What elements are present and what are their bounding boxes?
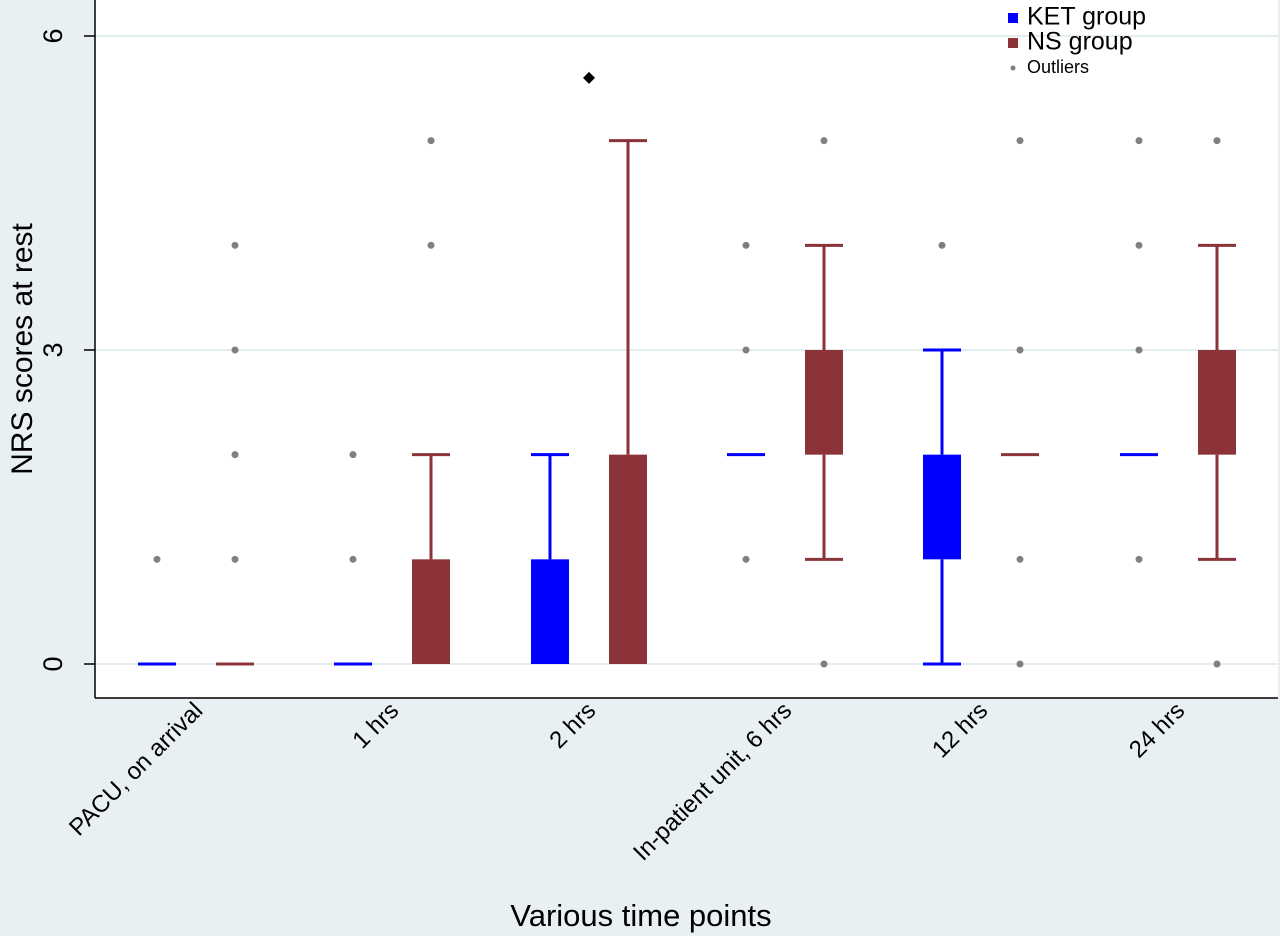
y-tick-label: 0 <box>38 656 68 671</box>
legend-outlier-dot <box>1010 65 1016 71</box>
outlier-point <box>1135 555 1143 563</box>
iqr-box <box>412 559 450 664</box>
x-tick-label: In-patient unit, 6 hrs <box>628 697 797 866</box>
iqr-box <box>609 454 647 664</box>
iqr-box <box>1198 349 1236 455</box>
box-ns <box>805 137 843 668</box>
x-tick-label: 2 hrs <box>544 697 601 754</box>
outlier-point <box>349 451 357 459</box>
x-tick-label: 1 hrs <box>347 697 404 754</box>
outlier-point <box>427 137 435 145</box>
outlier-point <box>231 451 239 459</box>
box-ket <box>334 451 372 666</box>
outlier-point <box>1135 346 1143 354</box>
box-ns <box>216 241 254 666</box>
outlier-point <box>231 555 239 563</box>
diamond-marker <box>583 71 595 84</box>
x-tick-label: PACU, on arrival <box>64 697 208 841</box>
outlier-point <box>1016 555 1024 563</box>
x-axis-label: Various time points <box>510 898 771 933</box>
outlier-point <box>1135 137 1143 145</box>
box-ket <box>531 453 569 664</box>
gridlines <box>95 34 1278 665</box>
x-tick-label: 12 hrs <box>927 697 993 763</box>
outlier-point <box>1213 660 1221 668</box>
box-ket <box>923 241 961 666</box>
box-ns <box>412 137 450 664</box>
outlier-point <box>742 346 750 354</box>
outlier-point <box>1016 137 1024 145</box>
outlier-point <box>231 346 239 354</box>
legend-swatch <box>1008 13 1018 23</box>
box-ket <box>138 555 176 666</box>
outlier-point <box>349 555 357 563</box>
legend-label: NS group <box>1027 28 1133 56</box>
outlier-point <box>427 241 435 249</box>
box-ns <box>1001 137 1039 668</box>
box-ns <box>1198 137 1236 668</box>
box-ket <box>1120 137 1158 563</box>
y-tick-label: 3 <box>38 342 68 357</box>
outlier-point <box>820 660 828 668</box>
x-tick-label: 24 hrs <box>1124 697 1190 763</box>
outlier-point <box>1213 137 1221 145</box>
iqr-box <box>923 454 961 560</box>
outlier-point <box>742 241 750 249</box>
y-axis: 0 3 6 <box>38 28 95 672</box>
legend-label: Outliers <box>1027 57 1089 77</box>
y-axis-label: NRS scores at rest <box>6 222 39 474</box>
box-marks <box>138 71 1236 668</box>
outlier-point <box>153 555 161 563</box>
outlier-point <box>820 137 828 145</box>
outlier-point <box>1016 660 1024 668</box>
box-ns <box>609 139 647 664</box>
outlier-point <box>1135 241 1143 249</box>
y-tick-label: 6 <box>38 28 68 43</box>
outlier-point <box>231 241 239 249</box>
legend-label: KET group <box>1027 3 1146 31</box>
legend-swatch <box>1008 38 1018 48</box>
iqr-box <box>805 349 843 455</box>
outlier-point <box>1016 346 1024 354</box>
outlier-point <box>938 241 946 249</box>
x-axis: PACU, on arrival 1 hrs 2 hrs In-patient uni… <box>64 697 1190 866</box>
iqr-box <box>531 559 569 664</box>
outlier-point <box>742 555 750 563</box>
box-ket <box>727 241 765 563</box>
